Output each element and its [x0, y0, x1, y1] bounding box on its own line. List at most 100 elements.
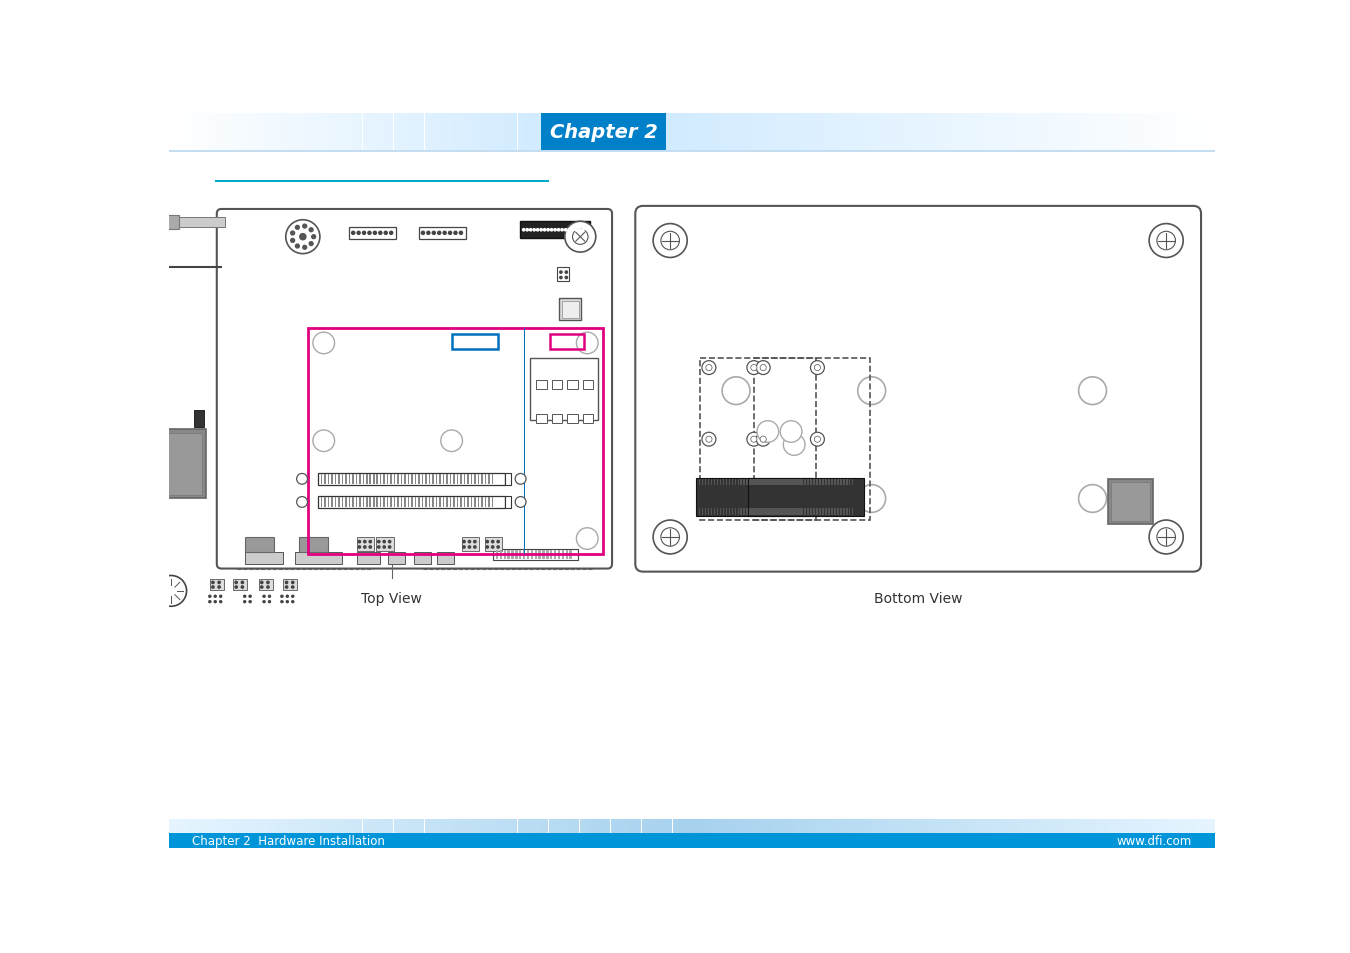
Bar: [782, 479, 784, 486]
Bar: [1166, 114, 1168, 152]
Bar: [1000, 114, 1002, 152]
Bar: [749, 114, 752, 152]
Bar: [815, 114, 817, 152]
Bar: [1091, 114, 1092, 152]
Bar: [1037, 114, 1038, 152]
Circle shape: [363, 546, 366, 549]
Circle shape: [119, 318, 166, 364]
Circle shape: [300, 234, 306, 240]
Bar: [872, 114, 873, 152]
Bar: [980, 114, 981, 152]
Bar: [1146, 114, 1147, 152]
Bar: [1085, 114, 1087, 152]
Bar: [425, 497, 427, 507]
Circle shape: [540, 230, 543, 232]
Bar: [941, 114, 942, 152]
Bar: [1145, 114, 1146, 152]
Bar: [408, 497, 409, 507]
Bar: [849, 509, 850, 516]
Bar: [1022, 114, 1023, 152]
Bar: [1092, 114, 1094, 152]
Bar: [840, 479, 841, 486]
Bar: [1150, 114, 1152, 152]
Bar: [429, 497, 431, 507]
Bar: [824, 114, 826, 152]
Bar: [907, 114, 909, 152]
Bar: [324, 497, 325, 507]
Bar: [971, 114, 972, 152]
Bar: [1077, 114, 1080, 152]
Circle shape: [269, 600, 271, 603]
Bar: [425, 475, 427, 484]
Bar: [552, 380, 563, 390]
Circle shape: [309, 242, 313, 246]
Bar: [850, 114, 852, 152]
Bar: [567, 415, 578, 423]
Bar: [443, 475, 444, 484]
Bar: [1179, 114, 1180, 152]
Bar: [968, 114, 969, 152]
Bar: [911, 114, 913, 152]
Circle shape: [369, 541, 371, 543]
FancyBboxPatch shape: [636, 207, 1202, 572]
Circle shape: [155, 576, 186, 607]
Bar: [860, 114, 861, 152]
Bar: [753, 359, 871, 520]
Bar: [782, 509, 784, 516]
Bar: [825, 509, 826, 516]
Circle shape: [351, 232, 355, 235]
Bar: [964, 114, 965, 152]
Bar: [711, 114, 714, 152]
Bar: [771, 114, 774, 152]
Bar: [828, 509, 830, 516]
Bar: [462, 537, 479, 551]
Bar: [566, 551, 568, 559]
Bar: [1071, 114, 1072, 152]
Bar: [1038, 114, 1040, 152]
Bar: [491, 497, 493, 507]
Bar: [909, 114, 910, 152]
Bar: [725, 479, 728, 486]
Bar: [991, 114, 992, 152]
Circle shape: [529, 230, 532, 232]
Circle shape: [290, 239, 294, 243]
Bar: [927, 114, 930, 152]
Bar: [794, 479, 795, 486]
Circle shape: [448, 232, 452, 235]
Bar: [1176, 114, 1177, 152]
Bar: [698, 114, 699, 152]
Bar: [1118, 114, 1119, 152]
Bar: [743, 114, 744, 152]
Bar: [722, 114, 724, 152]
Bar: [776, 479, 778, 486]
Bar: [818, 114, 819, 152]
Bar: [805, 114, 806, 152]
Circle shape: [564, 222, 595, 253]
Bar: [1160, 114, 1161, 152]
Circle shape: [261, 581, 263, 584]
Bar: [1065, 114, 1066, 152]
Bar: [1130, 114, 1131, 152]
Bar: [176, 218, 225, 228]
Circle shape: [281, 596, 284, 598]
Bar: [338, 475, 340, 484]
Bar: [747, 509, 748, 516]
Circle shape: [235, 586, 238, 589]
Bar: [845, 114, 846, 152]
Bar: [807, 479, 809, 486]
Bar: [927, 114, 929, 152]
Bar: [882, 114, 883, 152]
Circle shape: [363, 232, 366, 235]
Circle shape: [857, 377, 886, 405]
Bar: [370, 497, 371, 507]
Bar: [562, 551, 564, 559]
Bar: [790, 509, 791, 516]
Bar: [975, 114, 976, 152]
Circle shape: [757, 421, 779, 443]
Circle shape: [1149, 224, 1183, 258]
Bar: [215, 181, 548, 183]
Bar: [1006, 114, 1007, 152]
Bar: [732, 509, 733, 516]
Bar: [1046, 114, 1048, 152]
Bar: [1096, 114, 1098, 152]
